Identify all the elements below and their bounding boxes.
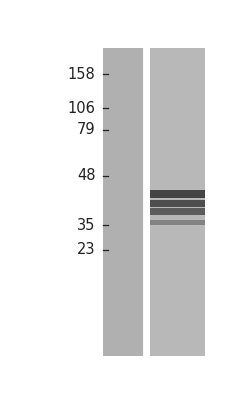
Bar xyxy=(150,220,204,225)
Bar xyxy=(150,208,204,215)
Bar xyxy=(150,200,204,207)
Bar xyxy=(102,48,145,356)
Bar xyxy=(150,190,204,198)
Text: 48: 48 xyxy=(77,168,95,183)
Text: 158: 158 xyxy=(68,67,95,82)
Text: 79: 79 xyxy=(77,122,95,137)
Bar xyxy=(150,48,204,356)
Text: 35: 35 xyxy=(77,218,95,232)
Text: 23: 23 xyxy=(77,242,95,257)
Text: 106: 106 xyxy=(67,100,95,116)
